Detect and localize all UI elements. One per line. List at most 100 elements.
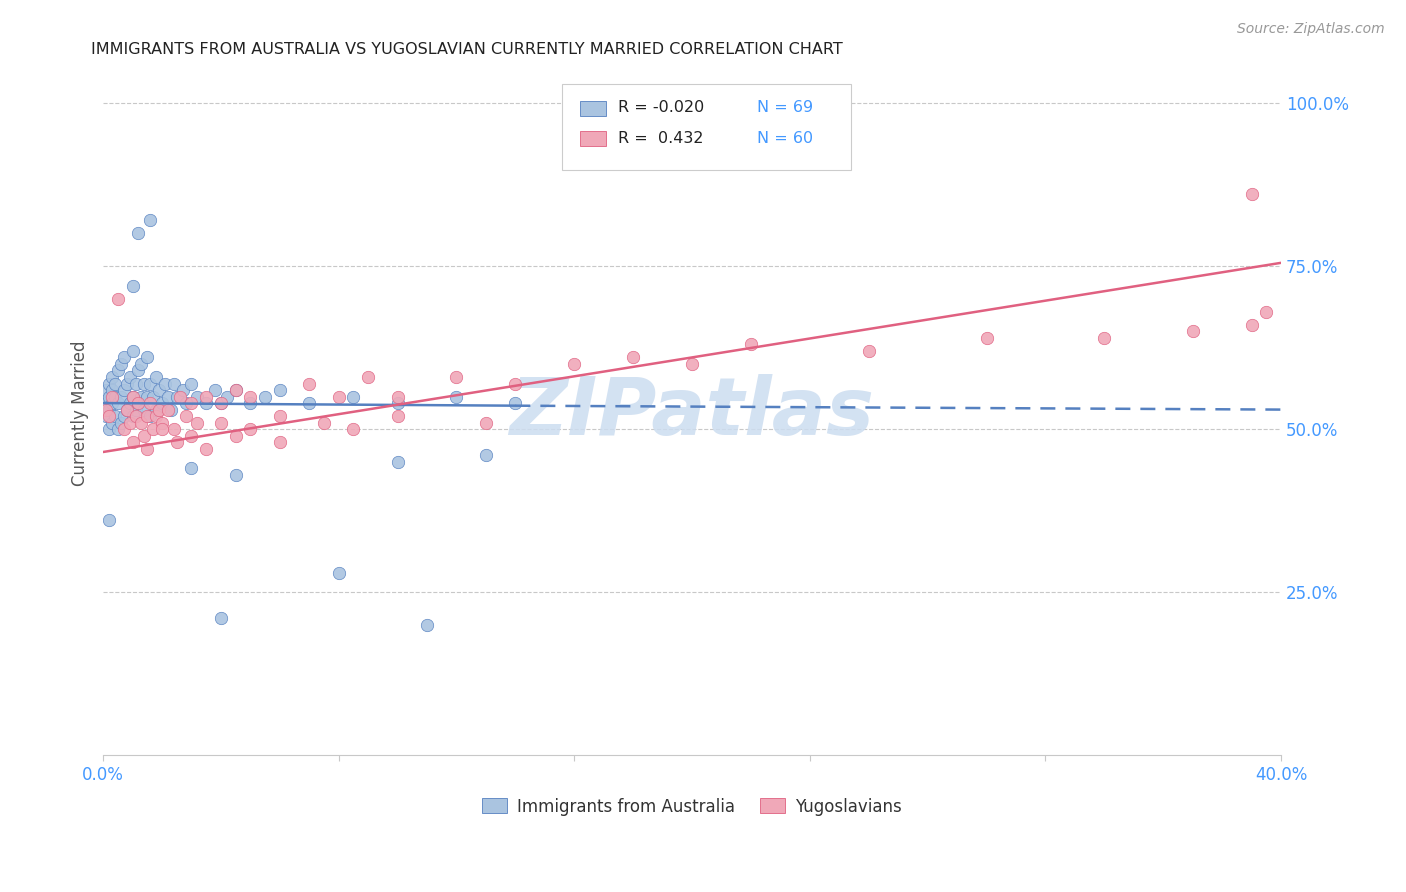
Point: [127, 396, 149, 410]
Point: [180, 396, 202, 410]
Point: [215, 390, 238, 404]
Point: [110, 390, 132, 404]
Point: [142, 390, 165, 404]
Point: [139, 409, 162, 423]
Point: [156, 390, 179, 404]
Point: [112, 351, 135, 365]
Point: [112, 383, 135, 397]
Point: [139, 376, 162, 391]
Point: [163, 376, 186, 391]
Point: [269, 383, 291, 397]
Point: [225, 383, 247, 397]
Point: [150, 422, 173, 436]
Point: [195, 390, 218, 404]
Point: [107, 363, 129, 377]
Point: [416, 617, 439, 632]
FancyBboxPatch shape: [581, 101, 606, 116]
Point: [298, 396, 321, 410]
Point: [134, 428, 156, 442]
Point: [101, 370, 124, 384]
FancyBboxPatch shape: [581, 131, 606, 146]
Point: [209, 396, 232, 410]
Text: ZIPatlas: ZIPatlas: [509, 374, 875, 452]
Point: [204, 383, 226, 397]
Point: [312, 416, 335, 430]
Point: [225, 467, 247, 482]
Point: [101, 383, 124, 397]
Point: [101, 396, 124, 410]
Point: [239, 390, 262, 404]
Point: [121, 409, 143, 423]
Point: [134, 376, 156, 391]
Point: [298, 376, 321, 391]
Point: [186, 416, 208, 430]
Point: [562, 357, 585, 371]
Text: R = -0.020: R = -0.020: [617, 100, 704, 115]
Point: [1240, 187, 1263, 202]
Point: [269, 409, 291, 423]
Point: [269, 435, 291, 450]
Point: [169, 390, 191, 404]
Point: [115, 402, 138, 417]
Point: [127, 363, 149, 377]
Point: [107, 422, 129, 436]
Point: [357, 370, 380, 384]
Point: [121, 390, 143, 404]
Point: [160, 402, 183, 417]
Point: [142, 422, 165, 436]
Point: [505, 396, 527, 410]
Text: IMMIGRANTS FROM AUSTRALIA VS YUGOSLAVIAN CURRENTLY MARRIED CORRELATION CHART: IMMIGRANTS FROM AUSTRALIA VS YUGOSLAVIAN…: [91, 42, 844, 57]
Point: [118, 416, 141, 430]
Point: [118, 396, 141, 410]
Point: [98, 422, 121, 436]
Point: [150, 396, 173, 410]
Text: N = 60: N = 60: [756, 130, 813, 145]
Point: [1092, 331, 1115, 345]
Point: [136, 442, 159, 456]
Point: [446, 370, 468, 384]
Point: [98, 409, 121, 423]
Point: [98, 376, 121, 391]
Point: [174, 396, 197, 410]
Point: [740, 337, 762, 351]
Point: [475, 448, 498, 462]
Point: [98, 402, 121, 417]
Point: [94, 409, 117, 423]
Point: [172, 383, 194, 397]
Point: [94, 383, 117, 397]
Point: [127, 227, 149, 241]
Point: [139, 396, 162, 410]
Point: [342, 422, 364, 436]
Point: [328, 566, 350, 580]
Y-axis label: Currently Married: Currently Married: [72, 340, 89, 485]
Text: Source: ZipAtlas.com: Source: ZipAtlas.com: [1237, 22, 1385, 37]
Point: [127, 396, 149, 410]
Point: [254, 390, 277, 404]
Point: [858, 343, 880, 358]
Point: [104, 409, 127, 423]
Point: [166, 390, 188, 404]
Point: [139, 213, 162, 227]
Point: [112, 422, 135, 436]
Point: [180, 428, 202, 442]
Point: [1181, 324, 1204, 338]
Point: [121, 278, 143, 293]
Point: [107, 396, 129, 410]
Point: [225, 383, 247, 397]
Point: [131, 357, 153, 371]
Point: [136, 409, 159, 423]
Point: [98, 390, 121, 404]
Text: N = 69: N = 69: [756, 100, 813, 115]
Point: [98, 513, 121, 527]
Point: [621, 351, 644, 365]
Point: [150, 416, 173, 430]
Point: [121, 390, 143, 404]
Point: [121, 343, 143, 358]
Point: [94, 402, 117, 417]
Point: [136, 390, 159, 404]
Point: [195, 442, 218, 456]
Point: [505, 376, 527, 391]
Point: [118, 370, 141, 384]
Point: [209, 416, 232, 430]
Text: R =  0.432: R = 0.432: [617, 130, 703, 145]
